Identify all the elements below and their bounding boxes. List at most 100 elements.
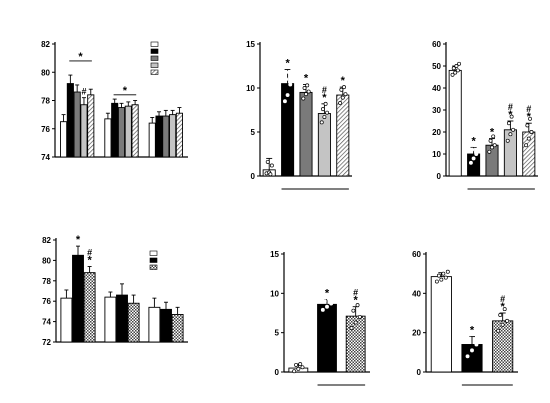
bar (281, 83, 295, 177)
data-point (498, 313, 503, 317)
significance-marker: * (471, 135, 476, 147)
data-point (302, 86, 307, 90)
data-point (492, 143, 497, 148)
data-point (505, 318, 510, 323)
bar (148, 122, 156, 158)
panel-a: 74 76 78 80 82 * * # (41, 40, 188, 162)
bar (169, 114, 177, 158)
data-point (305, 83, 310, 88)
y-tick-label: 78 (42, 277, 51, 286)
y-tick-label: 0 (251, 172, 256, 181)
data-point (338, 101, 343, 105)
y-tick-label: 60 (412, 250, 421, 259)
bar (492, 320, 514, 373)
data-point (439, 277, 444, 282)
data-point (529, 130, 534, 134)
data-point (322, 299, 327, 304)
data-point (470, 348, 474, 353)
significance-marker: * (508, 109, 513, 121)
data-point (325, 110, 330, 115)
y-tick-label: 80 (42, 256, 51, 265)
data-point (443, 275, 448, 280)
significance-marker: * (527, 111, 532, 123)
data-point (474, 342, 479, 347)
significance-marker: * (78, 51, 83, 63)
bar (430, 276, 452, 373)
bar (299, 91, 313, 177)
data-point (434, 279, 439, 284)
bar (72, 254, 84, 343)
y-tick-label: 0 (417, 368, 422, 377)
y-tick-label: 76 (42, 297, 51, 306)
bar (60, 297, 73, 343)
bar (171, 314, 184, 343)
y-tick-label: 80 (41, 68, 50, 77)
data-point (467, 336, 472, 341)
data-point (487, 149, 492, 154)
legend-swatch (150, 48, 159, 54)
y-tick-label: 20 (432, 128, 441, 137)
data-point (286, 70, 291, 75)
bar (111, 102, 119, 158)
y-tick-label: 82 (41, 40, 50, 49)
bar (503, 129, 517, 177)
y-tick-label: 40 (412, 289, 421, 298)
significance-marker: * (285, 58, 290, 70)
legend-swatch (149, 250, 158, 256)
bar (124, 105, 132, 158)
data-point (319, 120, 324, 125)
legend-swatch (150, 55, 159, 61)
significance-marker: # (322, 85, 327, 95)
data-point (528, 116, 532, 121)
data-point (349, 325, 354, 330)
data-point (450, 72, 455, 77)
bar (336, 94, 350, 177)
data-point (339, 87, 344, 92)
bar (104, 296, 117, 343)
bar (80, 104, 88, 158)
y-tick-label: 15 (270, 250, 279, 259)
y-tick-label: 40 (432, 84, 441, 93)
data-point (342, 85, 346, 90)
data-point (457, 61, 462, 66)
y-tick-label: 30 (432, 106, 441, 115)
y-tick-label: 60 (432, 40, 441, 49)
data-point (326, 296, 331, 301)
data-point (445, 269, 450, 274)
significance-marker: * (501, 301, 506, 313)
data-point (282, 99, 287, 104)
data-point (505, 138, 510, 143)
data-point (289, 65, 294, 70)
data-point (453, 70, 458, 75)
legend-swatch (149, 257, 158, 263)
data-point (285, 93, 290, 97)
data-point (524, 143, 529, 148)
significance-marker: # (353, 288, 358, 298)
legend-swatch (149, 264, 158, 270)
y-tick-label: 5 (251, 128, 256, 137)
data-point (292, 369, 297, 374)
data-point (465, 354, 470, 359)
y-tick-label: 72 (42, 338, 51, 347)
data-point (284, 77, 289, 82)
significance-marker: * (490, 127, 495, 139)
significance-marker: # (526, 104, 531, 114)
data-point (511, 127, 516, 132)
bar (117, 107, 126, 158)
significance-marker: * (304, 72, 309, 84)
data-point (451, 66, 456, 71)
y-tick-label: 74 (42, 318, 51, 327)
data-point (329, 301, 334, 306)
data-point (525, 123, 530, 128)
bar (485, 144, 499, 177)
data-point (300, 365, 305, 370)
data-point (470, 147, 475, 152)
y-tick-label: 10 (432, 150, 441, 159)
data-point (496, 328, 501, 333)
y-tick-label: 78 (41, 97, 50, 106)
bar (66, 83, 74, 158)
data-point (353, 320, 358, 325)
data-point (320, 107, 325, 112)
data-point (474, 152, 479, 156)
